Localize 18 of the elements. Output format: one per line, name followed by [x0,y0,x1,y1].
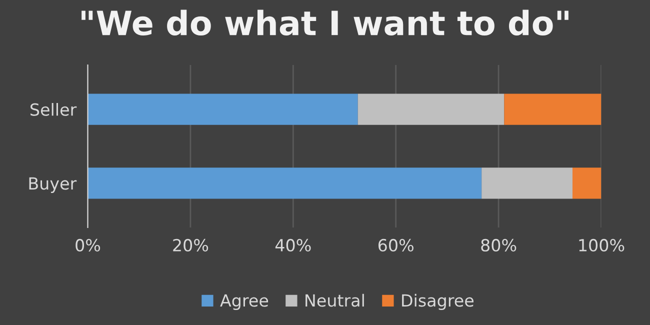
x-tick-label: 100% [579,238,624,252]
legend-label: Neutral [306,294,364,307]
bar [572,168,602,199]
y-tick-label: Buyer [29,177,77,193]
bar [88,168,482,199]
legend-label: Agree [220,294,268,310]
chart-title: "We do what I want to do" [82,10,568,36]
x-tick-label: 40% [275,238,311,252]
x-tick-label: 60% [378,238,414,252]
y-tick-label: Seller [30,102,77,116]
bar [88,94,358,125]
legend-label: Disagree [402,294,474,310]
bar [482,168,572,199]
x-tick-label: 20% [173,238,208,252]
bar [504,94,602,125]
x-tick-label: 80% [481,238,516,252]
x-tick-label: 0% [76,238,100,252]
bar [358,94,504,125]
